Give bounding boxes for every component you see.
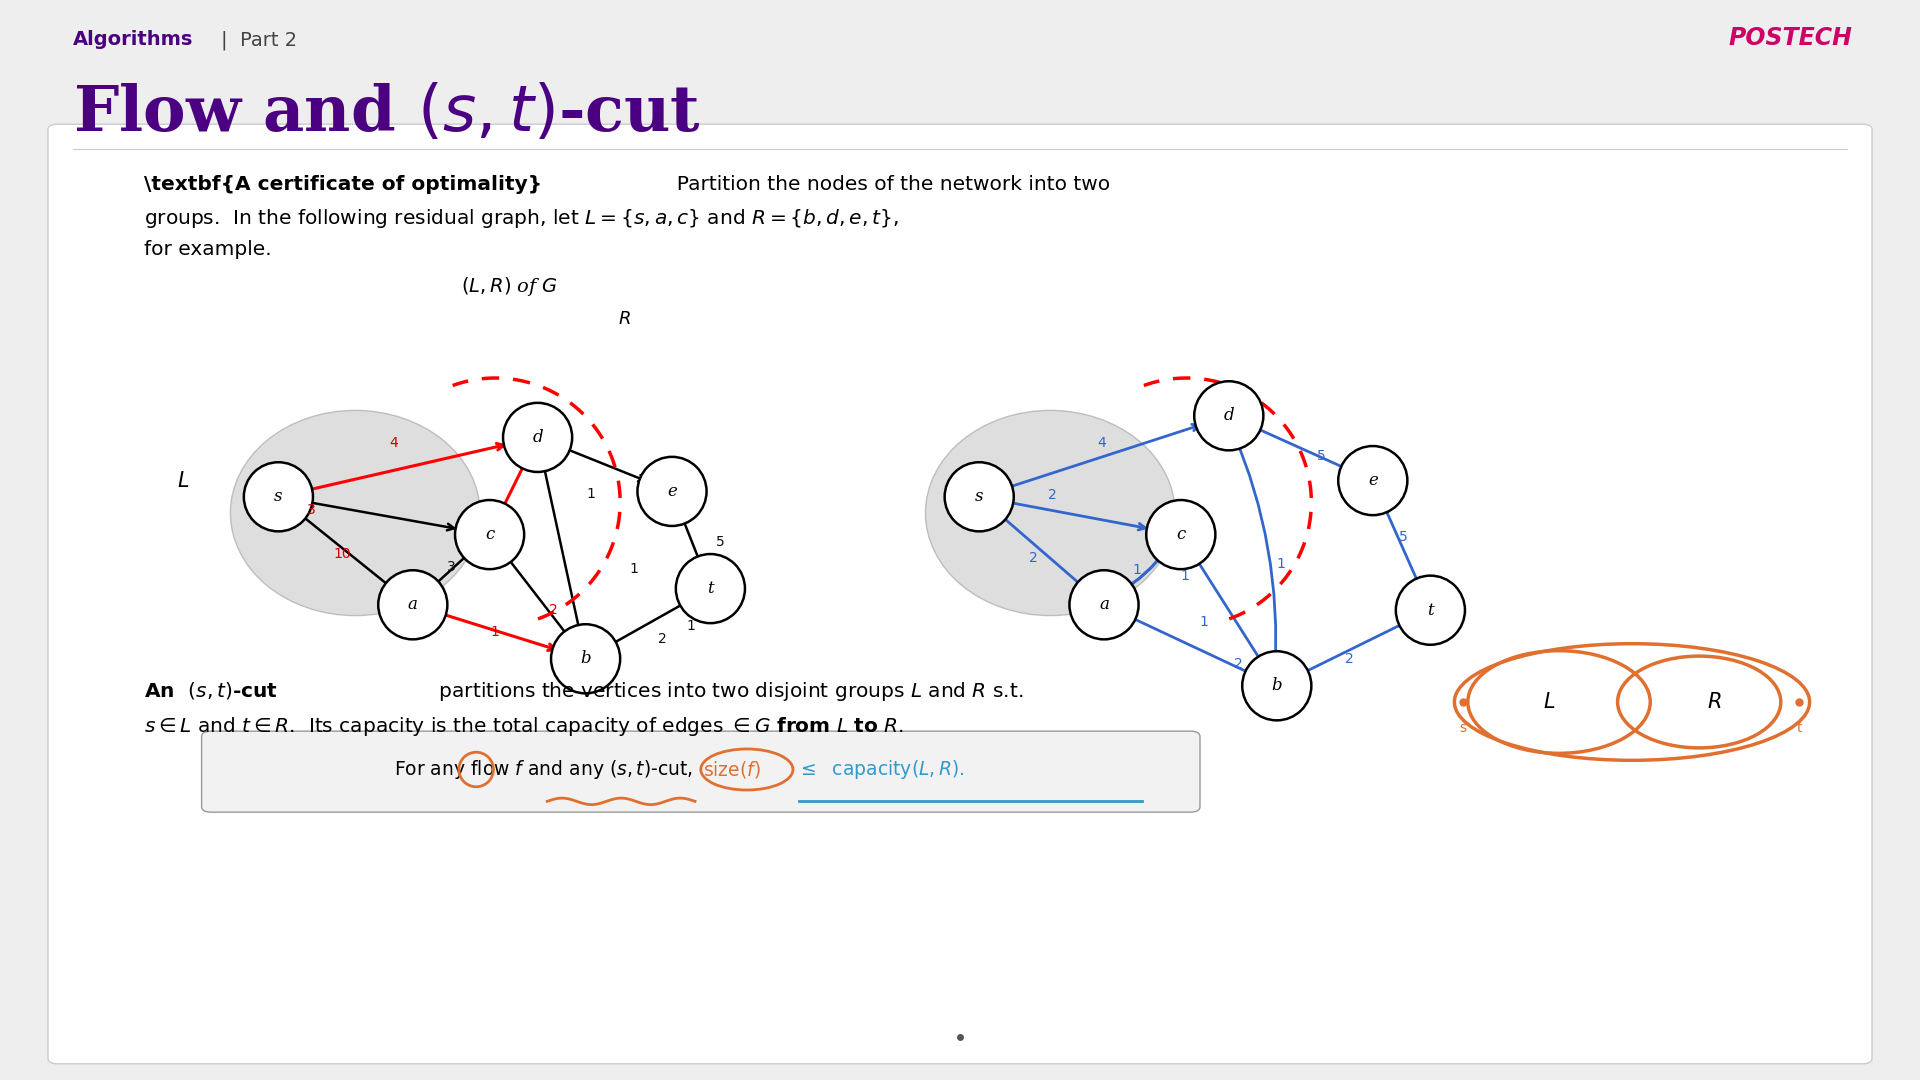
Text: t: t (1427, 602, 1434, 619)
Text: e: e (666, 483, 678, 500)
Ellipse shape (1146, 500, 1215, 569)
Text: 1: 1 (588, 487, 595, 500)
Text: For any flow $f$ and any $(s,t)$-cut,: For any flow $f$ and any $(s,t)$-cut, (394, 758, 701, 781)
FancyArrowPatch shape (605, 600, 689, 648)
Ellipse shape (637, 457, 707, 526)
Text: |  Part 2: | Part 2 (221, 30, 298, 50)
Text: $s \in L$ and $t \in R$.  Its capacity is the total capacity of edges $\in G$ $\: $s \in L$ and $t \in R$. Its capacity is… (144, 715, 904, 738)
Text: $(L, R)$ of $G$: $(L, R)$ of $G$ (461, 275, 559, 298)
Text: 1: 1 (492, 625, 499, 638)
Text: Flow and $(s,t)$-cut: Flow and $(s,t)$-cut (73, 83, 701, 144)
Text: POSTECH: POSTECH (1728, 26, 1853, 50)
Text: partitions the vertices into two disjoint groups $L$ and $R$ s.t.: partitions the vertices into two disjoin… (426, 680, 1023, 703)
Text: c: c (486, 526, 493, 543)
Text: b: b (580, 650, 591, 667)
Ellipse shape (1194, 381, 1263, 450)
FancyArrowPatch shape (1233, 432, 1277, 672)
Text: 10: 10 (332, 548, 351, 561)
Text: d: d (1223, 407, 1235, 424)
FancyArrowPatch shape (499, 548, 574, 644)
Text: s: s (975, 488, 983, 505)
Text: \textbf{A certificate of optimality}: \textbf{A certificate of optimality} (144, 175, 541, 194)
FancyArrowPatch shape (309, 444, 503, 489)
Text: 1: 1 (687, 620, 695, 633)
FancyArrowPatch shape (1006, 424, 1200, 488)
Text: b: b (1271, 677, 1283, 694)
FancyArrowPatch shape (311, 502, 453, 530)
Ellipse shape (503, 403, 572, 472)
Text: 3: 3 (307, 503, 315, 516)
Ellipse shape (1396, 576, 1465, 645)
Ellipse shape (1069, 570, 1139, 639)
Text: t: t (1797, 721, 1801, 735)
Text: 2: 2 (549, 604, 557, 617)
Text: 2: 2 (1029, 552, 1037, 565)
Text: 2: 2 (1235, 658, 1242, 671)
Text: 5: 5 (1400, 530, 1407, 543)
Text: 1: 1 (1200, 616, 1208, 629)
Text: $R$: $R$ (618, 310, 632, 328)
Text: 5: 5 (1317, 449, 1325, 462)
Text: a: a (407, 596, 419, 613)
Text: An  $(s,t)$-cut: An $(s,t)$-cut (144, 680, 278, 701)
Ellipse shape (244, 462, 313, 531)
Text: 1: 1 (1277, 557, 1284, 570)
FancyArrowPatch shape (540, 454, 582, 645)
FancyArrowPatch shape (993, 509, 1089, 591)
Text: t: t (707, 580, 714, 597)
Text: d: d (532, 429, 543, 446)
FancyBboxPatch shape (48, 124, 1872, 1064)
Text: groups.  In the following residual graph, let $L = \{s, a, c\}$ and $R = \{b, d,: groups. In the following residual graph,… (144, 207, 899, 230)
FancyArrowPatch shape (1298, 622, 1407, 675)
Ellipse shape (925, 410, 1175, 616)
FancyArrowPatch shape (294, 509, 396, 591)
Text: 1: 1 (1133, 564, 1140, 577)
Text: a: a (1098, 596, 1110, 613)
Text: e: e (1367, 472, 1379, 489)
Ellipse shape (378, 570, 447, 639)
Text: size$(f)$: size$(f)$ (703, 759, 760, 780)
Text: 1: 1 (1181, 569, 1188, 582)
Text: 1: 1 (630, 563, 637, 576)
FancyArrowPatch shape (1379, 494, 1423, 594)
FancyArrowPatch shape (1121, 548, 1167, 592)
FancyArrowPatch shape (440, 613, 555, 650)
Ellipse shape (1242, 651, 1311, 720)
FancyArrowPatch shape (561, 447, 645, 482)
FancyArrowPatch shape (1252, 426, 1348, 470)
FancyArrowPatch shape (1012, 503, 1146, 530)
Ellipse shape (945, 462, 1014, 531)
Ellipse shape (676, 554, 745, 623)
FancyArrowPatch shape (1125, 615, 1252, 674)
Ellipse shape (1338, 446, 1407, 515)
Text: c: c (1177, 526, 1185, 543)
Text: s: s (1459, 721, 1467, 735)
Text: $\leq$  capacity$(L, R)$.: $\leq$ capacity$(L, R)$. (797, 758, 964, 781)
Text: Partition the nodes of the network into two: Partition the nodes of the network into … (664, 175, 1110, 194)
Text: 5: 5 (716, 536, 724, 549)
Ellipse shape (230, 410, 480, 616)
Text: for example.: for example. (144, 240, 271, 259)
FancyArrowPatch shape (426, 549, 474, 593)
FancyArrowPatch shape (1188, 548, 1267, 670)
Text: 3: 3 (447, 561, 455, 573)
Text: $L$: $L$ (177, 471, 188, 490)
Text: 2: 2 (659, 633, 666, 646)
Text: 2: 2 (1048, 488, 1056, 501)
Text: s: s (275, 488, 282, 505)
Text: 2: 2 (1346, 652, 1354, 665)
Text: 4: 4 (390, 436, 397, 449)
Ellipse shape (551, 624, 620, 693)
FancyBboxPatch shape (202, 731, 1200, 812)
Text: $L$: $L$ (1544, 692, 1555, 712)
Text: 4: 4 (1098, 436, 1106, 449)
FancyArrowPatch shape (678, 504, 705, 572)
Text: $R$: $R$ (1707, 692, 1722, 712)
FancyArrowPatch shape (1117, 550, 1165, 593)
FancyArrowPatch shape (495, 454, 530, 522)
Ellipse shape (455, 500, 524, 569)
Text: Algorithms: Algorithms (73, 30, 194, 50)
